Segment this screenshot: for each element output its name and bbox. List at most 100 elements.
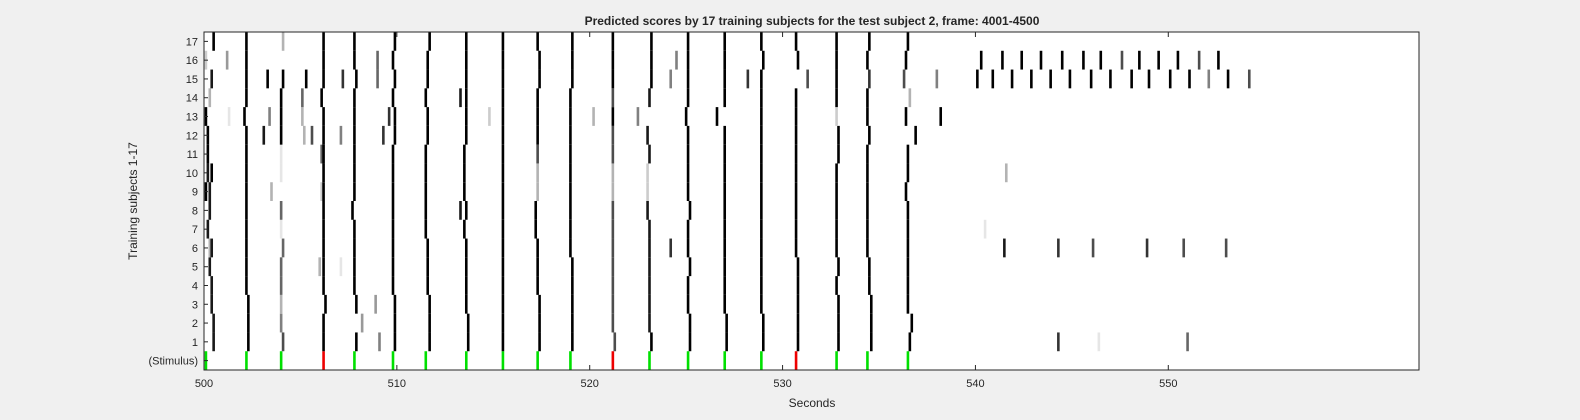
score-mark-subject-15 [1130, 69, 1133, 89]
score-mark-subject-16 [1120, 50, 1124, 70]
score-mark-subject-17 [322, 32, 325, 51]
score-mark-subject-9 [424, 182, 428, 201]
score-mark-subject-12 [794, 125, 798, 145]
score-mark-subject-16 [650, 50, 653, 70]
score-mark-subject-15 [1010, 69, 1014, 89]
score-mark-subject-17 [393, 32, 397, 51]
score-mark-subject-16 [761, 50, 765, 70]
score-mark-subject-17 [212, 32, 215, 51]
score-mark-subject-14 [245, 88, 248, 108]
score-mark-subject-17 [906, 32, 910, 51]
score-mark-subject-15 [723, 69, 727, 89]
score-mark-subject-2 [571, 313, 574, 333]
stimulus-mark-green [906, 351, 910, 370]
score-mark-subject-10 [866, 163, 869, 183]
score-mark-subject-4 [245, 276, 248, 295]
score-mark-subject-4 [501, 276, 505, 295]
score-mark-subject-13 [939, 107, 943, 126]
stimulus-mark-green [686, 351, 690, 370]
score-mark-subject-17 [353, 32, 356, 51]
score-mark-subject-8 [391, 201, 395, 220]
x-tick-label: 550 [1159, 378, 1177, 390]
score-mark-subject-4 [536, 276, 539, 295]
score-mark-subject-12 [569, 125, 572, 145]
score-mark-subject-2 [247, 313, 250, 333]
heatmap-marks [204, 32, 1251, 370]
score-mark-subject-6 [281, 238, 285, 258]
score-mark-subject-7 [835, 219, 838, 239]
score-mark-subject-7 [983, 219, 987, 239]
score-mark-subject-11 [424, 144, 428, 164]
score-mark-subject-9 [686, 182, 690, 201]
y-tick-label: 3 [192, 299, 198, 311]
score-mark-subject-15 [1068, 69, 1072, 89]
score-mark-subject-16 [686, 50, 690, 70]
score-mark-subject-1 [725, 332, 728, 352]
score-mark-subject-5 [760, 257, 763, 277]
score-mark-subject-16 [322, 50, 325, 70]
score-mark-subject-6 [760, 238, 763, 258]
score-mark-subject-10 [1004, 163, 1008, 183]
score-mark-subject-10 [245, 163, 248, 183]
score-mark-subject-9 [866, 182, 869, 201]
score-mark-subject-14 [464, 88, 468, 108]
score-mark-subject-1 [650, 332, 653, 352]
score-mark-subject-10 [723, 163, 727, 183]
score-mark-subject-7 [648, 219, 651, 239]
score-mark-subject-11 [322, 144, 325, 164]
score-mark-subject-4 [322, 276, 325, 295]
score-mark-subject-1 [837, 332, 840, 352]
score-mark-subject-6 [723, 238, 727, 258]
score-mark-subject-4 [279, 276, 283, 295]
score-mark-subject-1 [378, 332, 381, 352]
score-mark-subject-11 [536, 144, 539, 164]
score-mark-subject-11 [794, 144, 798, 164]
score-mark-subject-1 [869, 332, 873, 352]
y-axis-label: Training subjects 1-17 [126, 142, 140, 260]
score-mark-subject-6 [426, 238, 430, 258]
score-mark-subject-11 [501, 144, 505, 164]
score-mark-subject-2 [837, 313, 840, 333]
score-mark-subject-13 [794, 107, 798, 126]
score-mark-subject-17 [501, 32, 505, 51]
score-mark-subject-16 [1001, 50, 1004, 70]
score-mark-subject-9 [463, 182, 466, 201]
score-mark-subject-9 [322, 182, 325, 201]
score-mark-subject-15 [650, 69, 653, 89]
score-mark-subject-1 [571, 332, 574, 352]
score-mark-subject-16 [245, 50, 248, 70]
score-mark-subject-7 [245, 219, 248, 239]
y-tick-label: 10 [186, 168, 198, 180]
score-mark-subject-7 [424, 219, 428, 239]
score-mark-subject-16 [904, 50, 908, 70]
score-mark-subject-4 [611, 276, 615, 295]
score-mark-subject-12 [868, 125, 871, 145]
score-mark-subject-17 [611, 32, 615, 51]
score-mark-subject-16 [426, 50, 430, 70]
score-mark-subject-1 [212, 332, 215, 352]
score-mark-subject-11 [760, 144, 763, 164]
score-mark-subject-15 [322, 69, 325, 89]
score-mark-subject-7 [534, 219, 538, 239]
score-mark-subject-13 [279, 107, 283, 126]
score-mark-subject-9 [391, 182, 395, 201]
score-mark-subject-1 [538, 332, 541, 352]
score-mark-subject-10 [463, 163, 466, 183]
score-mark-subject-16 [1099, 50, 1103, 70]
score-mark-subject-13 [684, 107, 688, 126]
score-mark-subject-13 [426, 107, 430, 126]
score-mark-subject-14 [569, 88, 572, 108]
score-mark-subject-1 [761, 332, 765, 352]
score-mark-subject-11 [648, 144, 651, 164]
plot-area [204, 32, 1419, 370]
score-mark-subject-17 [760, 32, 763, 51]
score-mark-subject-13 [322, 107, 325, 126]
score-mark-subject-11 [686, 144, 690, 164]
y-tick-label: 1 [192, 337, 198, 349]
score-mark-subject-2 [725, 313, 728, 333]
score-mark-subject-10 [353, 163, 356, 183]
score-mark-subject-7 [794, 219, 798, 239]
score-mark-subject-13 [536, 107, 539, 126]
score-mark-subject-15 [376, 69, 379, 89]
